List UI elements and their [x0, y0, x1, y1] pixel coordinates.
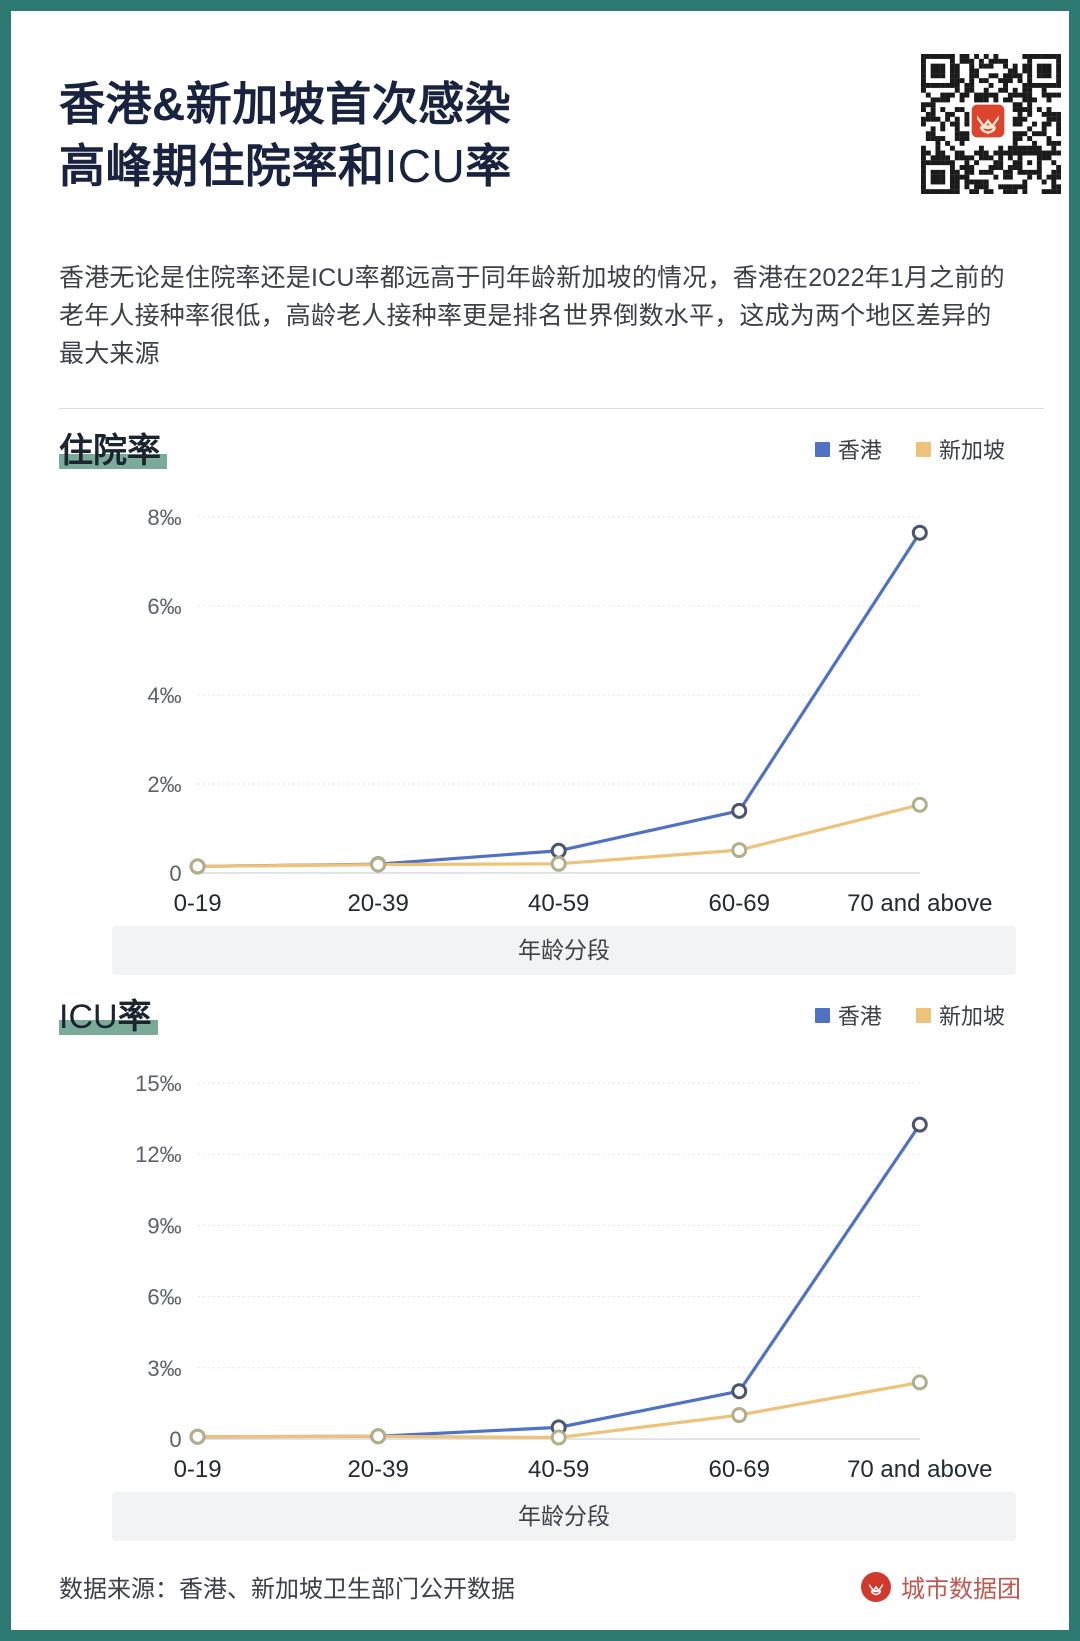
svg-text:2‰: 2‰: [147, 772, 181, 797]
svg-text:40-59: 40-59: [528, 890, 589, 917]
svg-text:20-39: 20-39: [347, 1456, 408, 1483]
svg-text:9‰: 9‰: [147, 1213, 181, 1238]
svg-text:0-19: 0-19: [174, 890, 222, 917]
svg-text:8‰: 8‰: [147, 507, 181, 530]
svg-text:60-69: 60-69: [709, 1456, 770, 1483]
svg-text:6‰: 6‰: [147, 1285, 181, 1310]
svg-text:15‰: 15‰: [135, 1073, 181, 1096]
svg-text:0: 0: [169, 1427, 181, 1452]
svg-text:40-59: 40-59: [528, 1456, 589, 1483]
svg-text:12‰: 12‰: [135, 1142, 181, 1167]
svg-text:0-19: 0-19: [174, 1456, 222, 1483]
svg-text:4‰: 4‰: [147, 683, 181, 708]
svg-text:60-69: 60-69: [709, 890, 770, 917]
svg-text:20-39: 20-39: [347, 890, 408, 917]
svg-text:6‰: 6‰: [147, 594, 181, 619]
svg-text:3‰: 3‰: [147, 1356, 181, 1381]
svg-text:70 and above: 70 and above: [847, 1456, 992, 1483]
svg-text:70 and above: 70 and above: [847, 890, 992, 917]
svg-text:0: 0: [169, 861, 181, 886]
